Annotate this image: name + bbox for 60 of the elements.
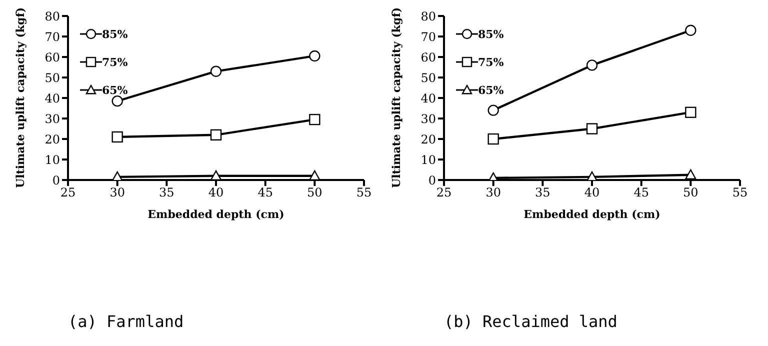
text: (b) Reclaimed land <box>443 312 618 331</box>
legend-label: 85% <box>478 28 504 40</box>
x-tick-label: 30 <box>110 186 125 200</box>
x-tick-label: 30 <box>486 186 501 200</box>
x-tick-label: 25 <box>60 186 76 200</box>
y-tick-label: 30 <box>44 112 60 126</box>
x-tick-label: 55 <box>732 186 748 200</box>
text: (a) Farmland <box>67 312 185 331</box>
x-tick-label: 25 <box>436 186 452 200</box>
point <box>586 60 598 71</box>
point <box>309 114 320 126</box>
point <box>112 131 123 143</box>
point <box>210 129 222 140</box>
y-tick-label: 80 <box>44 9 60 24</box>
y-tick-label: 20 <box>44 132 60 146</box>
point <box>488 104 499 116</box>
y-tick-label: 0 <box>52 173 60 188</box>
y-tick-label: 40 <box>44 91 60 106</box>
legend-label: 65% <box>102 84 128 96</box>
point <box>112 95 123 107</box>
y-tick-label: 60 <box>420 50 436 64</box>
point <box>309 170 320 180</box>
y-tick-label: 30 <box>420 112 436 126</box>
y-tick-label: 70 <box>44 30 60 44</box>
y-tick-label: 80 <box>420 9 436 24</box>
point <box>685 169 696 180</box>
point <box>586 171 598 180</box>
x-tick-label: 40 <box>208 186 224 200</box>
legend-label: 75% <box>478 56 504 68</box>
x-axis-title: Embedded depth (cm) <box>524 208 660 221</box>
x-tick-label: 45 <box>634 186 649 200</box>
legend-label: 75% <box>102 56 128 68</box>
point <box>309 50 320 62</box>
point <box>685 106 696 118</box>
y-tick-label: 60 <box>44 50 60 64</box>
y-tick-label: 10 <box>44 152 60 167</box>
point <box>586 123 598 134</box>
y-tick-label: 0 <box>428 173 436 188</box>
x-tick-label: 40 <box>584 186 600 200</box>
y-tick-label: 20 <box>420 132 436 146</box>
y-tick-label: 50 <box>44 70 60 85</box>
x-tick-label: 35 <box>159 186 174 200</box>
y-tick-label: 10 <box>420 152 436 167</box>
y-axis-title: Ultimate uplift capacity (kgf) <box>14 7 27 188</box>
point <box>685 24 696 36</box>
x-tick-label: 35 <box>535 186 550 200</box>
y-tick-label: 40 <box>420 91 436 106</box>
point <box>488 133 499 145</box>
y-axis-title: Ultimate uplift capacity (kgf) <box>390 7 403 188</box>
y-tick-label: 70 <box>420 30 436 44</box>
legend-label: 65% <box>478 84 504 96</box>
x-tick-label: 50 <box>683 186 698 200</box>
x-tick-label: 45 <box>258 186 273 200</box>
legend-label: 85% <box>102 28 128 40</box>
x-tick-label: 50 <box>307 186 322 200</box>
y-tick-label: 50 <box>420 70 436 85</box>
x-tick-label: 55 <box>356 186 372 200</box>
x-axis-title: Embedded depth (cm) <box>148 208 284 221</box>
point <box>210 170 222 180</box>
point <box>210 66 222 77</box>
